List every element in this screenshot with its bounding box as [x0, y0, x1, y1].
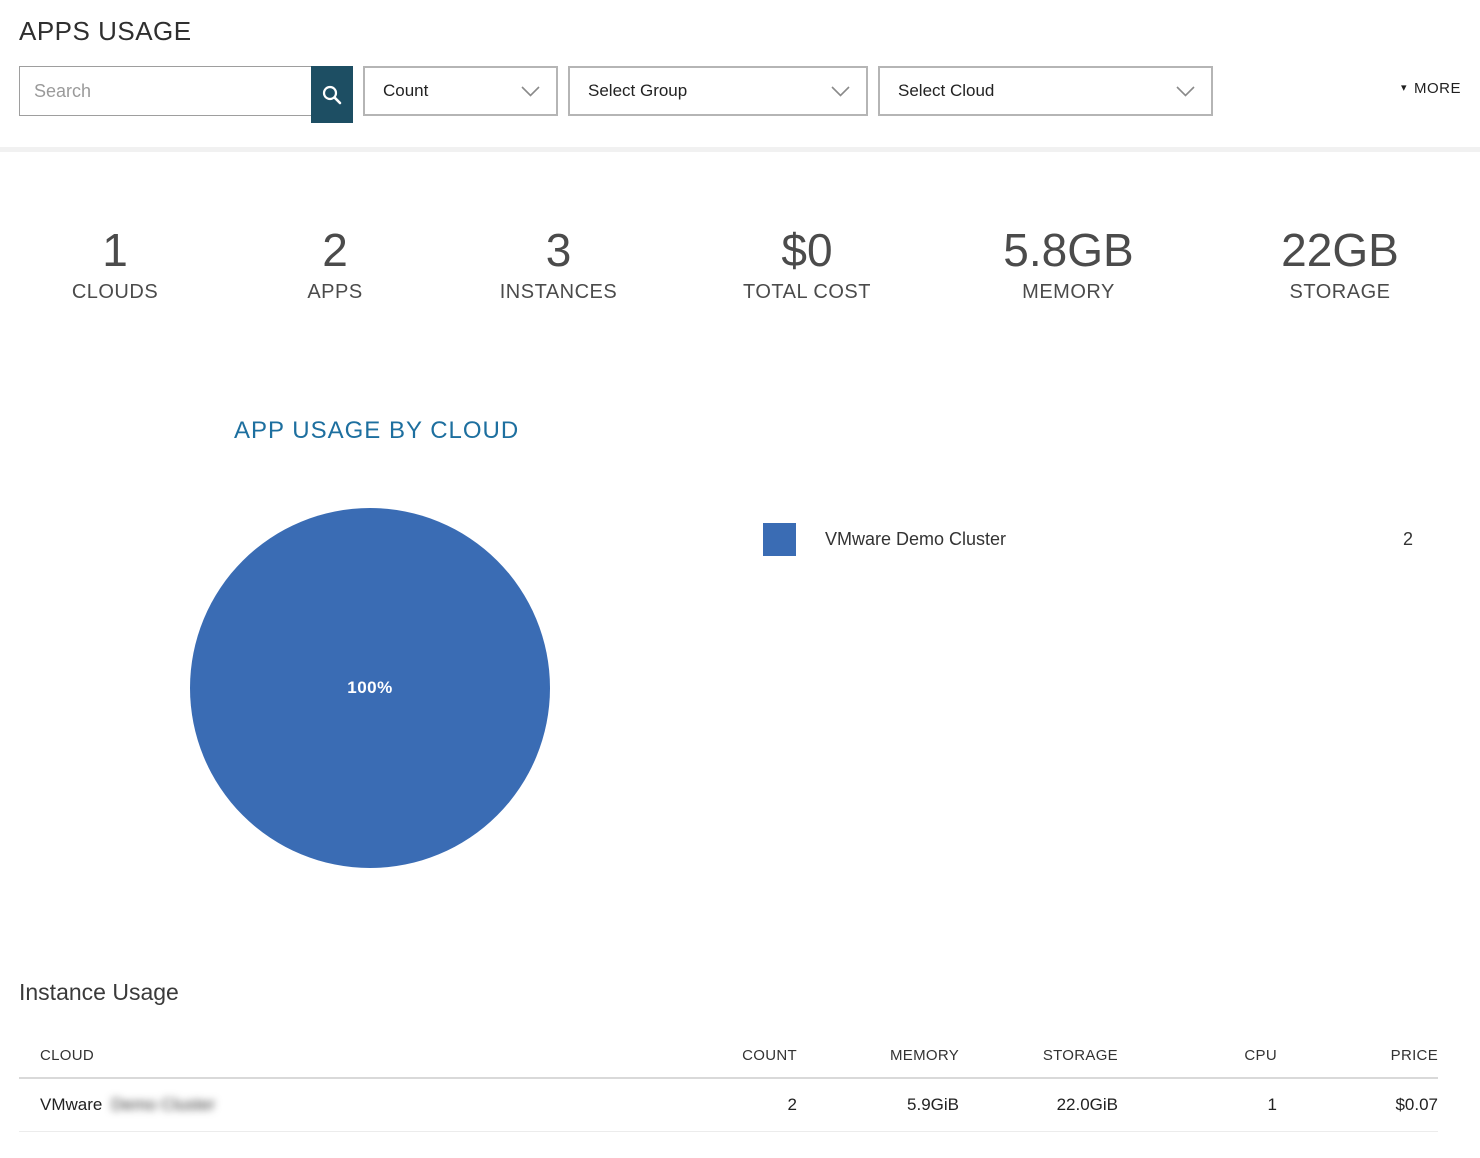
more-label: MORE [1414, 80, 1461, 97]
page-title: APPS USAGE [19, 16, 192, 46]
stat-value: $0 [781, 224, 833, 276]
stats-row: 1 CLOUDS 2 APPS 3 INSTANCES $0 TOTAL COS… [0, 224, 1480, 304]
cloud-name-redacted: Demo Cluster [111, 1095, 216, 1114]
more-button[interactable]: ▾ MORE [1401, 80, 1461, 97]
section-divider [0, 147, 1480, 152]
column-header-price: PRICE [1390, 1047, 1438, 1064]
chart-title: APP USAGE BY CLOUD [234, 417, 520, 444]
legend-swatch-icon [763, 523, 796, 556]
cell-count: 2 [787, 1095, 797, 1114]
instance-usage-title: Instance Usage [19, 979, 179, 1005]
table-header-row: CLOUD COUNT MEMORY STORAGE CPU PRICE [19, 1034, 1438, 1079]
stat-instances: 3 INSTANCES [440, 224, 677, 304]
column-header-count: COUNT [742, 1047, 797, 1064]
column-header-storage: STORAGE [1042, 1047, 1118, 1064]
stat-label: APPS [307, 281, 363, 303]
stat-label: CLOUDS [71, 281, 159, 303]
stat-storage: 22GB STORAGE [1200, 224, 1480, 304]
stat-value: 22GB [1281, 224, 1399, 276]
stat-value: 2 [322, 224, 348, 276]
search-icon [322, 85, 342, 104]
pie-slice-percent-label: 100% [347, 678, 393, 697]
column-header-memory: MEMORY [889, 1047, 959, 1064]
metric-select[interactable]: Count [363, 66, 558, 116]
stat-memory: 5.8GB MEMORY [937, 224, 1200, 304]
stat-label: STORAGE [1289, 281, 1391, 303]
cell-storage: 22.0GiB [1056, 1095, 1118, 1114]
search-group [19, 66, 353, 123]
group-select[interactable]: Select Group [568, 66, 868, 116]
column-header-cloud: CLOUD [40, 1047, 95, 1064]
stat-clouds: 1 CLOUDS [0, 224, 230, 304]
chevron-down-icon [1176, 85, 1195, 97]
table-row[interactable]: VMware Demo Cluster 2 5.9GiB 22.0GiB 1 $… [19, 1079, 1438, 1132]
stat-value: 1 [102, 224, 128, 276]
search-button[interactable] [311, 66, 353, 123]
legend-value: 2 [1402, 529, 1413, 549]
chevron-down-icon [521, 85, 540, 97]
metric-select-value: Count [383, 81, 429, 100]
cell-cpu: 1 [1267, 1095, 1277, 1114]
column-header-cpu: CPU [1244, 1047, 1277, 1064]
instance-usage-table: CLOUD COUNT MEMORY STORAGE CPU PRICE VMw… [19, 1034, 1470, 1132]
stat-total-cost: $0 TOTAL COST [677, 224, 937, 304]
apps-usage-dashboard: APPS USAGE Count Select Group Sel [0, 16, 1480, 1158]
filter-toolbar: Count Select Group Select Cloud ▾ MORE [19, 66, 1461, 126]
cloud-select[interactable]: Select Cloud [878, 66, 1213, 116]
app-usage-pie-chart: 100% VMware Demo Cluster 2 [0, 446, 1480, 886]
stat-label: MEMORY [1022, 281, 1115, 303]
pie-slice-vmware-demo-cluster[interactable]: 100% [190, 508, 550, 868]
cloud-select-value: Select Cloud [898, 81, 995, 100]
cell-memory: 5.9GiB [907, 1095, 959, 1114]
stat-value: 3 [545, 224, 572, 276]
legend-name: VMware Demo Cluster [825, 529, 1007, 549]
chevron-down-icon [831, 85, 850, 97]
stat-label: INSTANCES [499, 281, 618, 303]
cell-price: $0.07 [1395, 1095, 1438, 1114]
stat-label: TOTAL COST [743, 281, 871, 303]
caret-down-icon: ▾ [1400, 82, 1407, 94]
stat-value: 5.8GB [1003, 224, 1134, 276]
search-input[interactable] [19, 66, 311, 116]
cell-cloud: VMware Demo Cluster [19, 1095, 577, 1115]
legend-item-vmware-demo-cluster[interactable]: VMware Demo Cluster 2 [763, 523, 1413, 556]
group-select-value: Select Group [588, 81, 688, 100]
cloud-name: VMware [40, 1095, 103, 1114]
stat-apps: 2 APPS [230, 224, 440, 304]
